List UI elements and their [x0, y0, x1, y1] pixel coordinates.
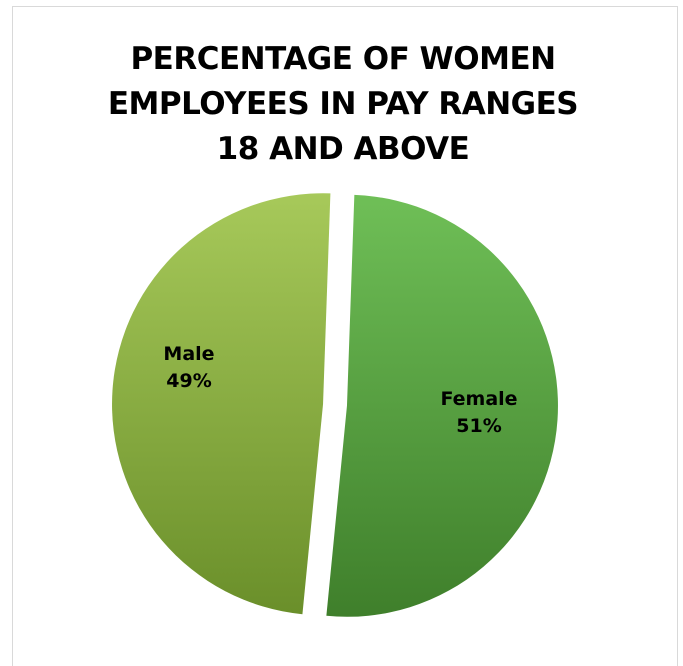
pie-slice-male	[112, 193, 331, 615]
slice-label-male-percent: 49%	[166, 370, 211, 392]
slice-label-female-percent: 51%	[456, 415, 501, 437]
chart-title: PERCENTAGE OF WOMEN EMPLOYEES IN PAY RAN…	[43, 37, 643, 172]
slice-label-male-name: Male	[163, 343, 214, 365]
chart-title-line-1: PERCENTAGE OF WOMEN	[130, 41, 556, 77]
chart-title-line-3: 18 AND ABOVE	[216, 131, 470, 167]
chart-title-line-2: EMPLOYEES IN PAY RANGES	[107, 86, 579, 122]
slice-label-female-name: Female	[440, 388, 517, 410]
chart-frame: PERCENTAGE OF WOMEN EMPLOYEES IN PAY RAN…	[12, 6, 678, 666]
pie-slice-female	[326, 194, 558, 617]
pie-chart: Female 51% Male 49%	[112, 193, 558, 617]
